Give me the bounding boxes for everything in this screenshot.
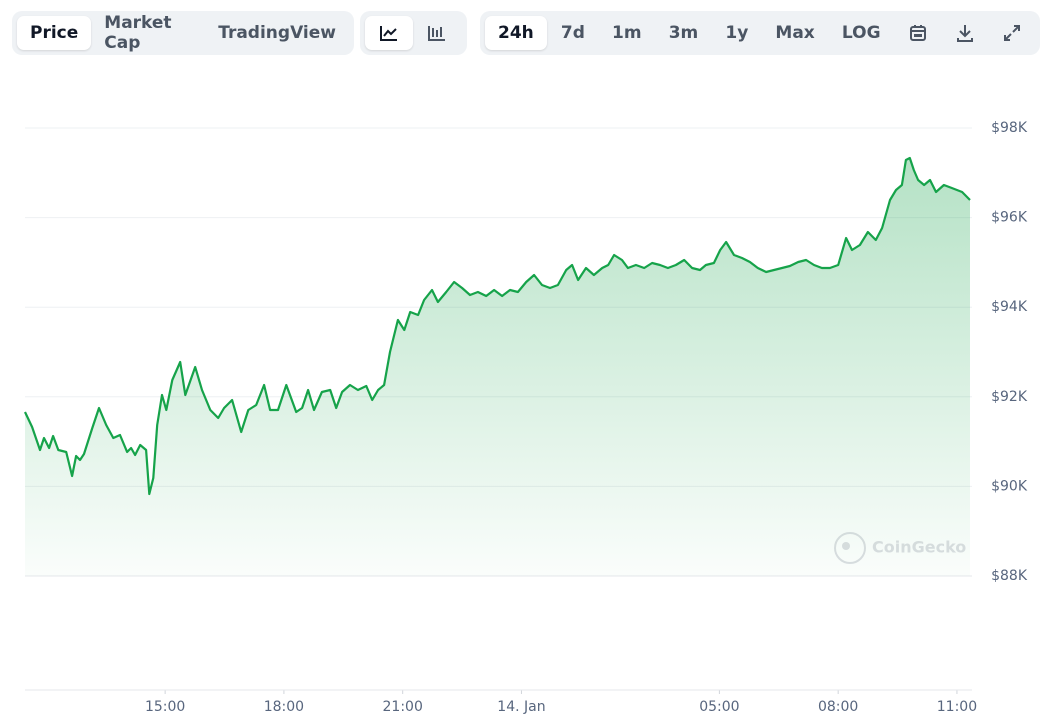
y-tick-label: $90K	[991, 478, 1028, 494]
watermark: CoinGecko	[834, 532, 966, 564]
area-fill	[25, 158, 970, 576]
range-bar: 24h 7d 1m 3m 1y Max LOG	[480, 11, 1040, 55]
x-tick-label: 11:00	[937, 699, 977, 715]
download-button[interactable]	[942, 16, 988, 50]
icon	[380, 26, 397, 41]
watermark-text: CoinGecko	[872, 538, 966, 557]
x-tick-label: 05:00	[699, 699, 739, 715]
x-tick-label: 14. Jan	[497, 699, 545, 715]
range-button[interactable]: 1m	[612, 23, 642, 43]
line-chart-button[interactable]	[365, 16, 413, 50]
x-tick-label: 18:00	[264, 699, 304, 715]
range-button[interactable]: 3m	[668, 23, 699, 43]
tab-button[interactable]: TradingView	[218, 23, 336, 43]
range-button[interactable]: Max	[775, 23, 815, 43]
range-button[interactable]: 24h	[485, 16, 547, 50]
range-button[interactable]: 1y	[725, 23, 749, 43]
y-tick-label: $88K	[991, 568, 1028, 584]
x-tick-label: 21:00	[383, 699, 423, 715]
tab-button[interactable]: Market Cap	[104, 13, 172, 53]
icon	[909, 25, 926, 41]
chart-style	[360, 11, 467, 55]
price-line	[24, 156, 971, 496]
y-tick-label: $98K	[991, 120, 1028, 136]
calendar-button[interactable]	[895, 16, 941, 50]
icon	[1003, 25, 1020, 41]
icon	[428, 26, 445, 41]
y-tick-label: $94K	[991, 299, 1028, 315]
y-tick-label: $92K	[991, 389, 1028, 405]
y-tick-label: $96K	[991, 210, 1028, 226]
range-button[interactable]: LOG	[841, 23, 881, 43]
fullscreen-button[interactable]	[989, 16, 1035, 50]
x-tick-label: 15:00	[145, 699, 185, 715]
x-tick-label: 08:00	[818, 699, 858, 715]
range-button[interactable]: 7d	[560, 23, 585, 43]
view-tabs: Price Market Cap TradingView	[12, 11, 354, 55]
tab-button[interactable]: Price	[17, 16, 92, 50]
icon	[956, 25, 973, 42]
candle-chart-button[interactable]	[413, 16, 461, 50]
